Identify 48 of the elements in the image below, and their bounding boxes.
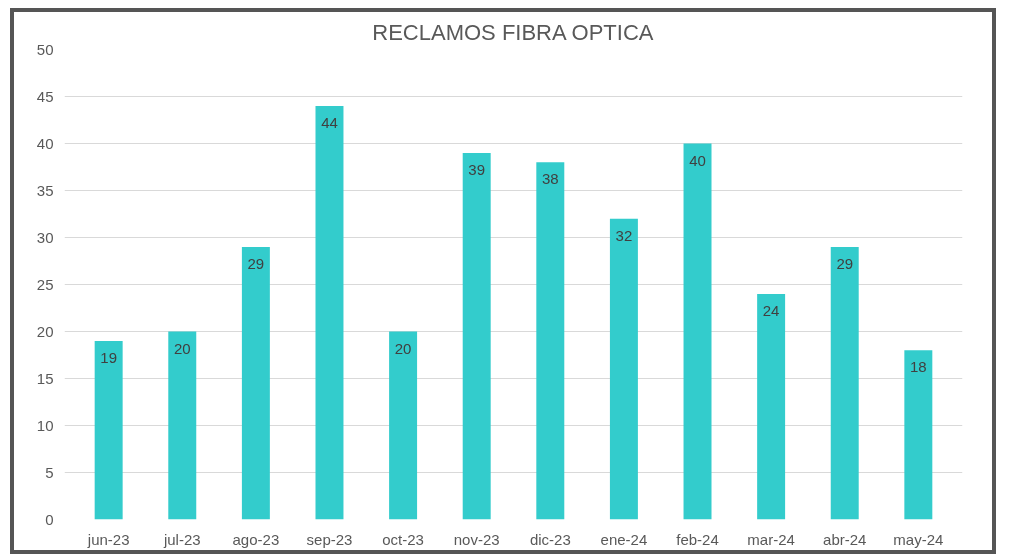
y-tick-label: 15: [36, 369, 54, 387]
y-tick-label: 40: [36, 134, 54, 152]
y-tick-label: 30: [36, 228, 54, 246]
data-label: 24: [762, 301, 780, 319]
x-tick-label: nov-23: [453, 530, 500, 548]
x-tick-label: jul-23: [162, 530, 201, 548]
chart-title: RECLAMOS FIBRA OPTICA: [372, 19, 654, 45]
x-tick-label: jun-23: [86, 530, 130, 548]
x-tick-label: ago-23: [232, 530, 280, 548]
x-tick-label: oct-23: [382, 530, 424, 548]
x-tick-label: sep-23: [306, 530, 353, 548]
x-tick-label: may-24: [893, 530, 944, 548]
x-tick-label: abr-24: [823, 530, 867, 548]
data-label: 44: [321, 113, 338, 131]
data-label: 32: [615, 226, 633, 244]
x-tick-label: dic-23: [529, 530, 571, 548]
x-tick-label: ene-24: [600, 530, 648, 548]
y-tick-label: 10: [36, 416, 54, 434]
bar: [315, 105, 344, 520]
x-tick-label: mar-24: [747, 530, 795, 548]
x-tick-label: feb-24: [676, 530, 719, 548]
data-label: 39: [468, 160, 486, 178]
bar: [904, 350, 933, 520]
bar: [94, 340, 123, 520]
bar: [389, 331, 418, 520]
y-tick-label: 5: [45, 463, 54, 481]
data-label: 20: [173, 339, 191, 357]
bar: [609, 218, 638, 520]
y-tick-label: 25: [36, 275, 54, 293]
y-tick-label: 0: [45, 510, 54, 528]
data-label: 38: [541, 170, 559, 188]
data-label: 20: [394, 339, 412, 357]
bar: [536, 162, 565, 520]
bar: [757, 293, 786, 520]
bar: [830, 246, 859, 520]
data-label: 40: [689, 151, 706, 169]
y-tick-label: 35: [36, 181, 54, 199]
y-tick-label: 45: [36, 87, 54, 105]
y-tick-label: 50: [36, 40, 54, 58]
y-tick-label: 20: [36, 322, 54, 340]
data-label: 19: [100, 348, 118, 366]
bar: [241, 246, 270, 520]
data-label: 29: [836, 254, 854, 272]
data-label: 18: [909, 358, 927, 376]
bar: [683, 143, 712, 520]
bar: [462, 152, 491, 520]
bar: [168, 331, 197, 520]
data-label: 29: [247, 254, 265, 272]
